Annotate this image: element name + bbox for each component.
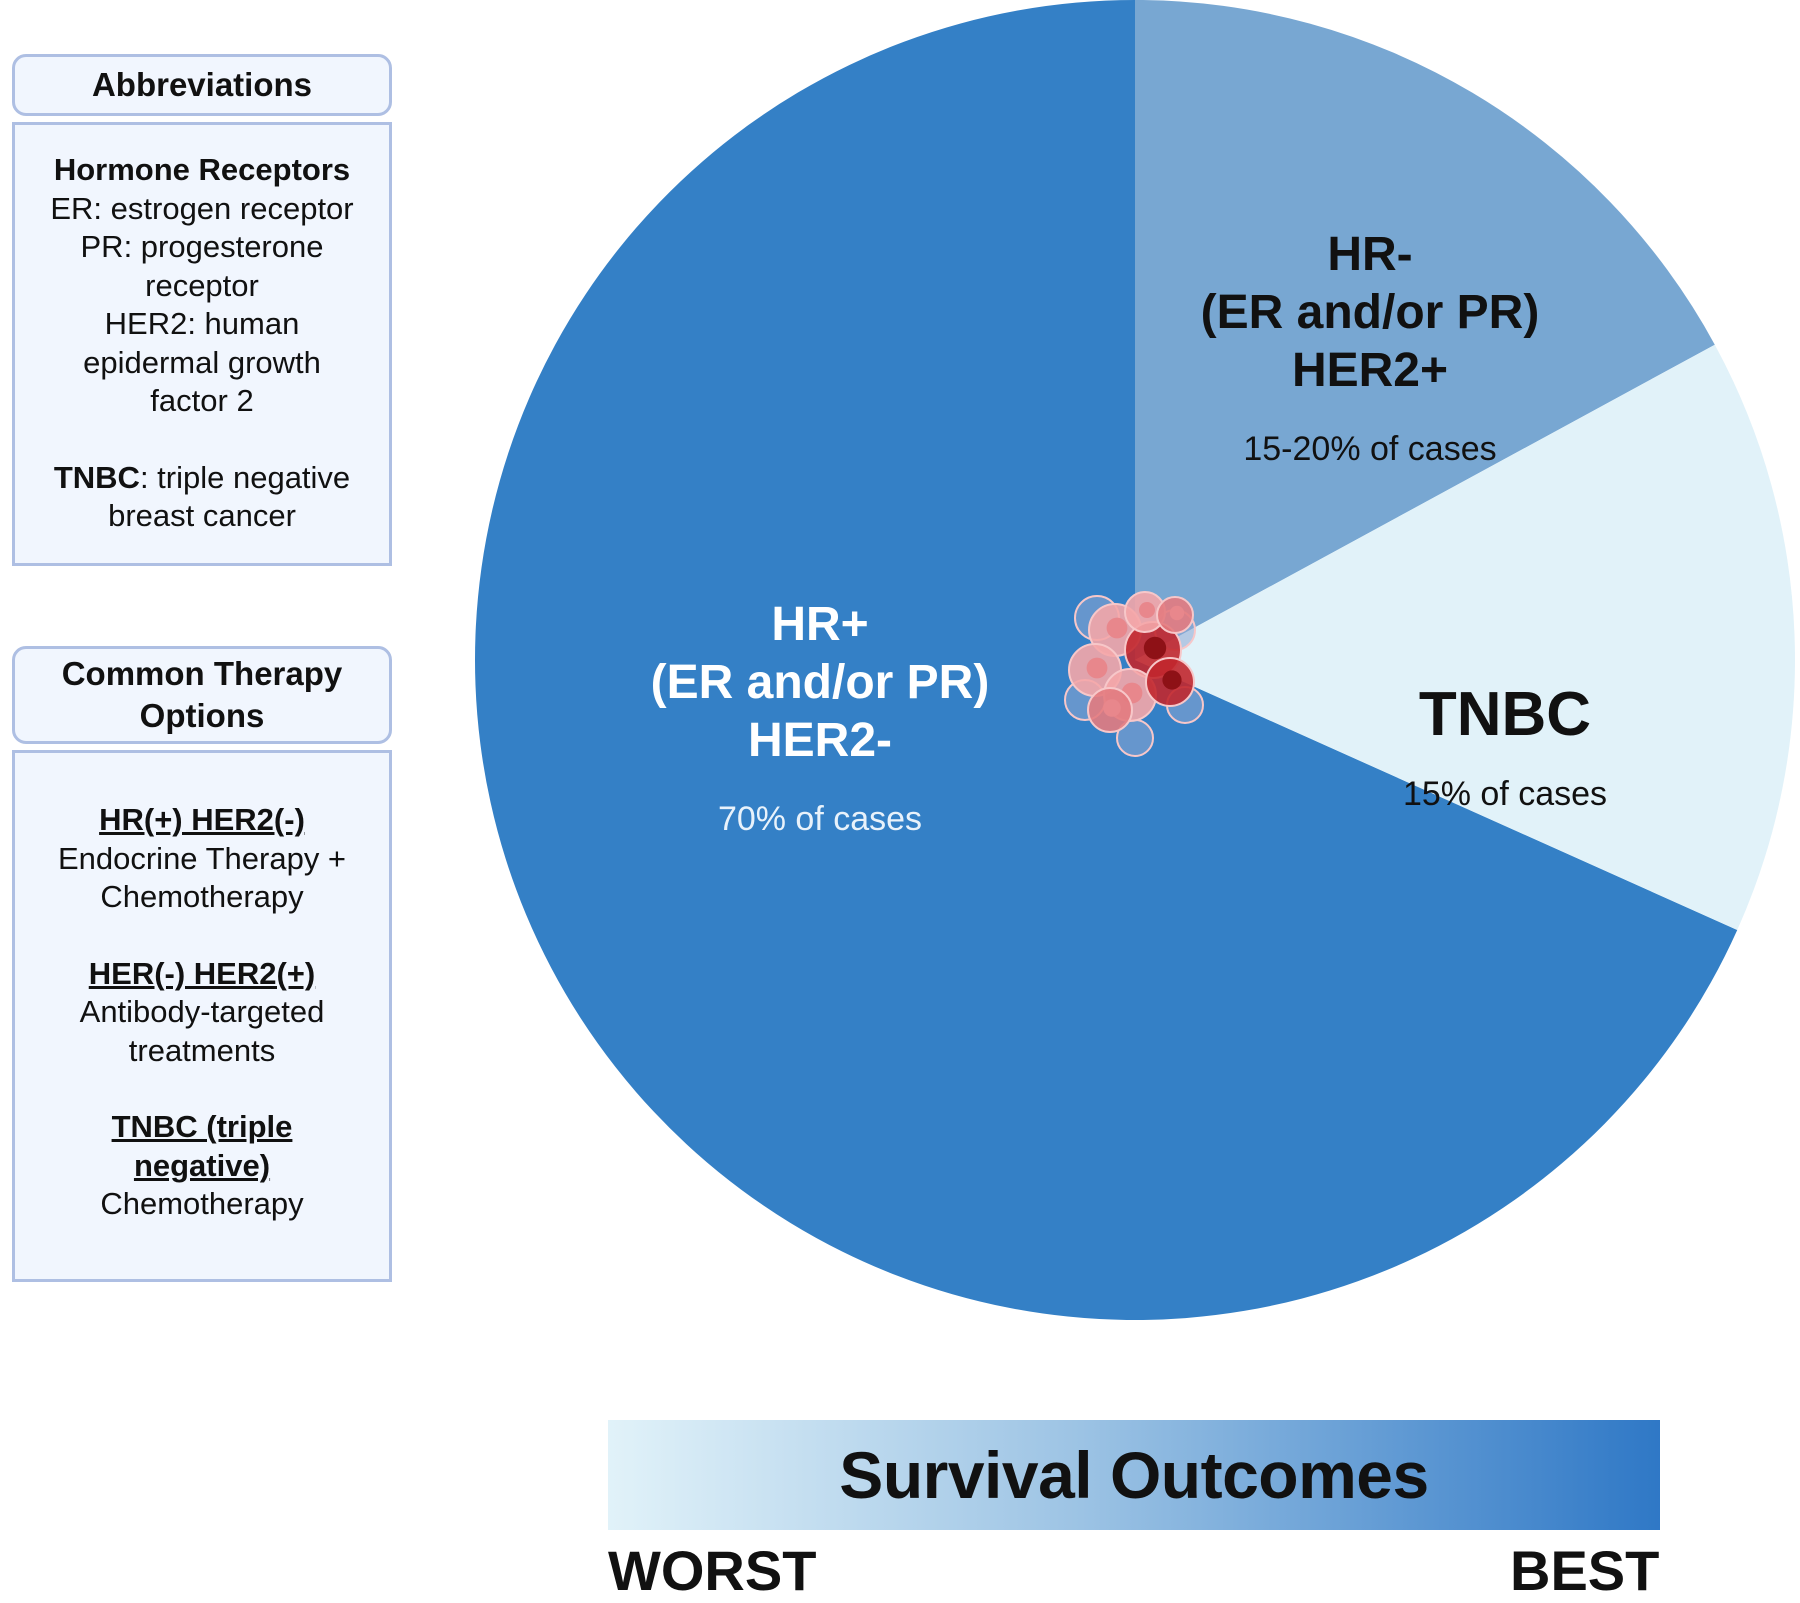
pie-slice <box>1135 344 1795 930</box>
tnbc-definition: TNBC: triple negative <box>15 459 389 498</box>
abbr-line: epidermal growth <box>83 344 321 380</box>
therapy-heading: negative) <box>133 1147 271 1183</box>
survival-outcomes-bar: Survival Outcomes <box>608 1420 1660 1530</box>
slice-caption: 15% of cases <box>1403 775 1607 813</box>
slice-label: HER2+ <box>1292 344 1448 397</box>
cancer-cell-cluster-icon <box>1064 591 1204 757</box>
cell-nucleus <box>1162 670 1182 690</box>
therapy-header: Common Therapy Options <box>12 646 392 744</box>
hormone-receptors-heading: Hormone Receptors <box>53 152 351 187</box>
abbr-line: HER2: human <box>104 306 300 341</box>
abbreviations-title: Abbreviations <box>91 66 313 103</box>
tnbc-term: TNBC <box>53 459 140 495</box>
therapy-text: Chemotherapy <box>100 879 304 914</box>
slice-label: (ER and/or PR) <box>651 656 990 709</box>
therapy-panel: HR(+) HER2(-) Endocrine Therapy + Chemot… <box>12 750 392 1282</box>
cell-nucleus <box>1139 602 1155 618</box>
pie-chart: HR+(ER and/or PR)HER2-70% of casesHR-(ER… <box>474 0 1795 1320</box>
slice-label: (ER and/or PR) <box>1201 286 1540 339</box>
cell-nucleus <box>1143 636 1167 660</box>
therapy-text: Antibody-targeted <box>79 994 325 1029</box>
abbr-line: receptor <box>145 267 259 303</box>
therapy-title-line2: Options <box>139 697 265 734</box>
slice-label: HER2- <box>748 714 892 767</box>
therapy-heading: TNBC (triple <box>111 1109 293 1144</box>
cell-nucleus <box>1106 617 1128 639</box>
best-label: BEST <box>1510 1539 1660 1602</box>
abbr-line: factor 2 <box>150 383 254 418</box>
cell-nucleus <box>1086 657 1108 679</box>
slice-caption: 15-20% of cases <box>1243 430 1496 468</box>
abbr-line: PR: progesterone <box>80 229 324 264</box>
therapy-heading: HR(+) HER2(-) <box>99 802 305 837</box>
tnbc-def-2: breast cancer <box>108 498 296 533</box>
slice-label: HR+ <box>771 598 868 651</box>
abbreviations-panel: Hormone Receptors ER: estrogen receptor … <box>12 122 392 566</box>
cell-nucleus <box>1103 699 1121 717</box>
slice-label: TNBC <box>1419 680 1591 749</box>
therapy-title-line1: Common Therapy <box>61 655 343 692</box>
slice-caption: 70% of cases <box>718 800 922 838</box>
therapy-text: treatments <box>128 1032 276 1068</box>
slice-label: HR- <box>1327 228 1412 281</box>
therapy-text: Chemotherapy <box>100 1186 304 1221</box>
abbreviations-header: Abbreviations <box>12 54 392 116</box>
pie-slice <box>1135 0 1715 660</box>
abbr-line: ER: estrogen receptor <box>50 190 354 226</box>
tnbc-def-1: : triple negative <box>139 459 351 495</box>
therapy-text: Endocrine Therapy + <box>57 840 347 876</box>
survival-outcomes-title: Survival Outcomes <box>839 1438 1429 1512</box>
worst-label: WORST <box>608 1539 817 1602</box>
cell-nucleus <box>1169 605 1185 621</box>
therapy-heading: HER(-) HER2(+) <box>88 955 316 991</box>
